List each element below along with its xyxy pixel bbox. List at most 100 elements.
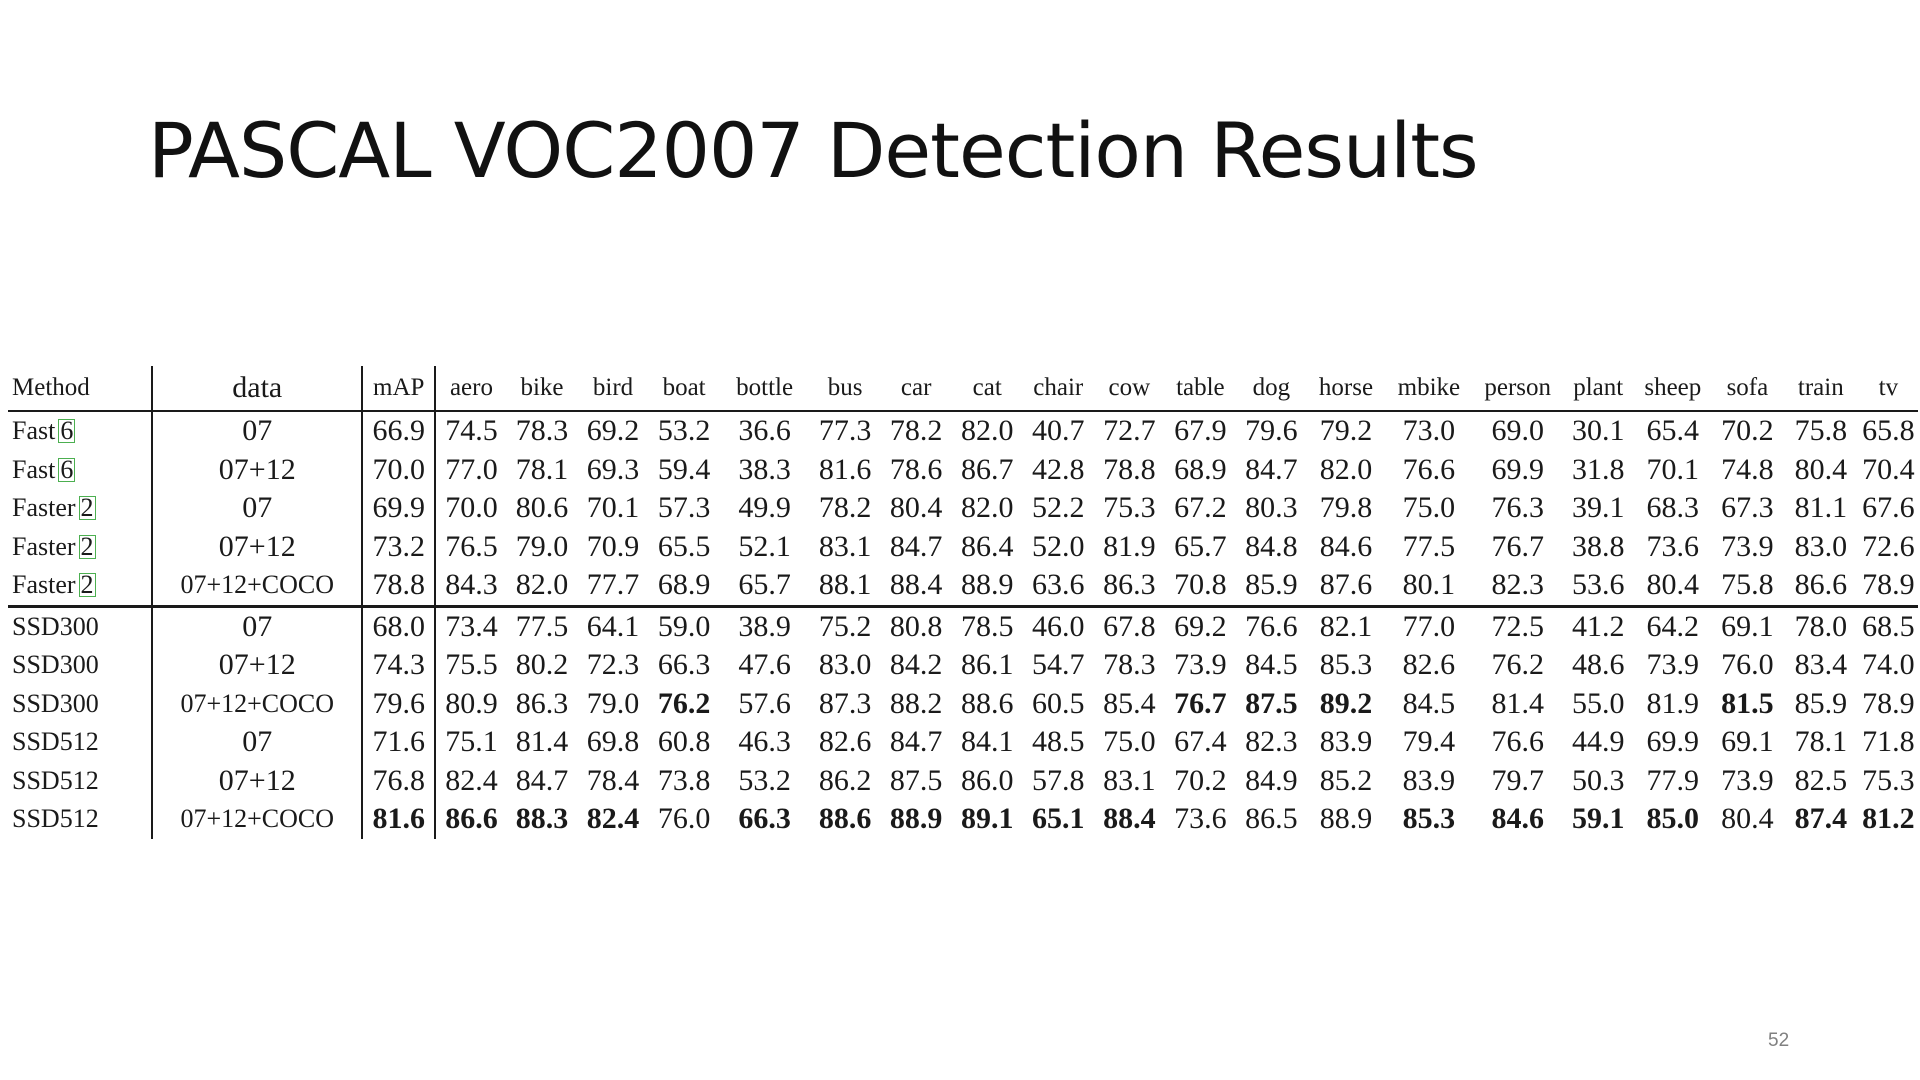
class-ap-cell-bus: 82.6 (818, 725, 872, 759)
map-value-cell: 79.6 (361, 684, 436, 723)
class-ap-cell-chair: 63.6 (1032, 568, 1085, 602)
class-ap-cell-train: 78.1 (1794, 725, 1848, 759)
class-ap-cell-person: 69.9 (1491, 452, 1544, 486)
class-ap-cell-bird: 69.3 (586, 452, 640, 486)
class-ap-cell-person: 81.4 (1491, 686, 1544, 720)
class-ap-cell-train: 83.0 (1794, 529, 1848, 563)
class-ap-cell-plant: 53.6 (1571, 568, 1625, 602)
class-ap-cell-bus: 75.2 (809, 604, 881, 646)
map-value-cell: 70.0 (361, 450, 436, 489)
class-ap-cell-chair: 57.8 (1032, 763, 1085, 797)
class-ap-cell-bus: 86.2 (818, 763, 872, 797)
class-ap-cell-chair: 65.1 (1032, 802, 1085, 836)
class-ap-cell-sofa: 75.8 (1721, 568, 1774, 602)
training-data-cell: 07 (151, 604, 363, 646)
class-ap-cell-car: 88.4 (889, 568, 943, 602)
method-name: Faster (12, 531, 76, 561)
method-cell: SSD512 (8, 800, 152, 839)
class-ap-cell-mbike: 82.6 (1402, 648, 1456, 682)
class-ap-cell-bike: 86.3 (515, 686, 569, 720)
table-row: Faster 2 07 69.9 70.0 80.6 70.1 57.3 49.9 78.2 80.… (8, 489, 1918, 528)
class-ap-cell-dog: 82.3 (1245, 725, 1298, 759)
training-data-cell: 07 (151, 723, 363, 762)
class-ap-cell-aero: 76.5 (434, 527, 507, 566)
column-header-aero: aero (434, 366, 507, 411)
class-ap-cell-chair: 48.5 (1032, 725, 1085, 759)
class-ap-cell-cow: 75.0 (1103, 725, 1156, 759)
citation-link[interactable]: 6 (58, 416, 76, 446)
class-ap-cell-mbike: 84.5 (1402, 686, 1456, 720)
map-value-cell: 69.9 (361, 489, 436, 528)
class-ap-cell-mbike: 85.3 (1402, 802, 1456, 836)
citation-link[interactable]: 2 (78, 493, 96, 523)
class-ap-cell-chair: 54.7 (1032, 648, 1085, 682)
class-ap-cell-train: 85.9 (1794, 686, 1848, 720)
class-ap-cell-dog: 84.8 (1245, 529, 1298, 563)
class-ap-cell-sheep: 73.6 (1646, 529, 1700, 563)
training-data-cell: 07+12 (151, 761, 363, 800)
method-name: SSD512 (12, 727, 99, 757)
class-ap-cell-mbike: 73.0 (1402, 414, 1456, 448)
class-ap-cell-tv: 65.8 (1862, 414, 1915, 448)
citation-link[interactable]: 2 (78, 531, 96, 561)
class-ap-cell-chair: 42.8 (1032, 452, 1085, 486)
method-cell: Fast 6 (8, 451, 152, 490)
class-ap-cell-aero: 74.5 (434, 411, 507, 451)
class-ap-cell-bike: 80.6 (515, 491, 569, 525)
class-ap-cell-bottle: 38.3 (738, 452, 791, 486)
class-ap-cell-aero: 77.0 (434, 450, 507, 489)
class-ap-cell-bottle: 53.2 (738, 763, 791, 797)
class-ap-cell-bus: 83.1 (818, 529, 872, 563)
class-ap-cell-bird: 79.0 (586, 686, 640, 720)
class-ap-cell-cat: 86.0 (960, 763, 1014, 797)
table-row: SSD300 07+12 74.3 75.5 80.2 72.3 66.3 47.6 83.0 8… (8, 646, 1918, 685)
class-ap-cell-horse: 82.1 (1306, 604, 1386, 646)
method-name: SSD300 (12, 611, 99, 641)
class-ap-cell-dog: 80.3 (1245, 491, 1298, 525)
table-row: SSD512 07+12+COCO 81.6 86.6 88.3 82.4 76.0 66.3… (8, 800, 1918, 839)
table-header-row: Method data mAP aero bike bird boat bottle bus ca… (8, 366, 1918, 411)
class-ap-cell-bike: 79.0 (515, 529, 569, 563)
class-ap-cell-mbike: 77.5 (1402, 529, 1456, 563)
training-data-cell: 07 (151, 489, 363, 528)
class-ap-cell-bottle: 66.3 (738, 802, 791, 836)
method-name: SSD300 (12, 650, 99, 680)
class-ap-cell-train: 81.1 (1794, 491, 1848, 525)
training-data-cell: 07+12+COCO (151, 800, 363, 839)
class-ap-cell-person: 84.6 (1491, 802, 1544, 836)
class-ap-cell-plant: 31.8 (1571, 452, 1625, 486)
class-ap-cell-dog: 86.5 (1245, 802, 1298, 836)
citation-link[interactable]: 2 (78, 570, 96, 600)
class-ap-cell-horse: 79.8 (1319, 491, 1373, 525)
method-cell: SSD300 (8, 685, 152, 724)
class-ap-cell-cat: 86.1 (960, 648, 1014, 682)
class-ap-cell-person: 72.5 (1472, 604, 1563, 646)
class-ap-cell-bus: 81.6 (818, 452, 872, 486)
column-header-bird: bird (592, 374, 634, 401)
class-ap-cell-sheep: 64.2 (1633, 604, 1712, 646)
class-ap-cell-plant: 44.9 (1571, 725, 1625, 759)
class-ap-cell-bottle: 49.9 (738, 491, 791, 525)
map-value-cell: 81.6 (361, 800, 436, 839)
class-ap-cell-sheep: 65.4 (1646, 414, 1700, 448)
class-ap-cell-horse: 85.3 (1319, 648, 1373, 682)
class-ap-cell-tv: 70.4 (1862, 452, 1915, 486)
training-data-cell: 07+12 (151, 450, 363, 489)
class-ap-cell-dog: 84.9 (1245, 763, 1298, 797)
class-ap-cell-bottle: 38.9 (719, 604, 810, 646)
class-ap-cell-car: 88.9 (889, 802, 943, 836)
class-ap-cell-bike: 77.5 (506, 604, 578, 646)
class-ap-cell-person: 76.2 (1491, 648, 1544, 682)
class-ap-cell-table: 67.4 (1174, 725, 1227, 759)
class-ap-cell-cat: 88.9 (960, 568, 1014, 602)
citation-link[interactable]: 6 (58, 454, 76, 484)
class-ap-cell-mbike: 76.6 (1402, 452, 1456, 486)
class-ap-cell-bike: 81.4 (515, 725, 569, 759)
column-header-bus: bus (827, 374, 863, 401)
map-value-cell: 71.6 (361, 723, 436, 762)
method-cell: SSD300 (8, 646, 152, 685)
class-ap-cell-bottle: 36.6 (738, 414, 791, 448)
class-ap-cell-sheep: 77.9 (1646, 763, 1700, 797)
class-ap-cell-bird: 64.1 (577, 604, 649, 646)
